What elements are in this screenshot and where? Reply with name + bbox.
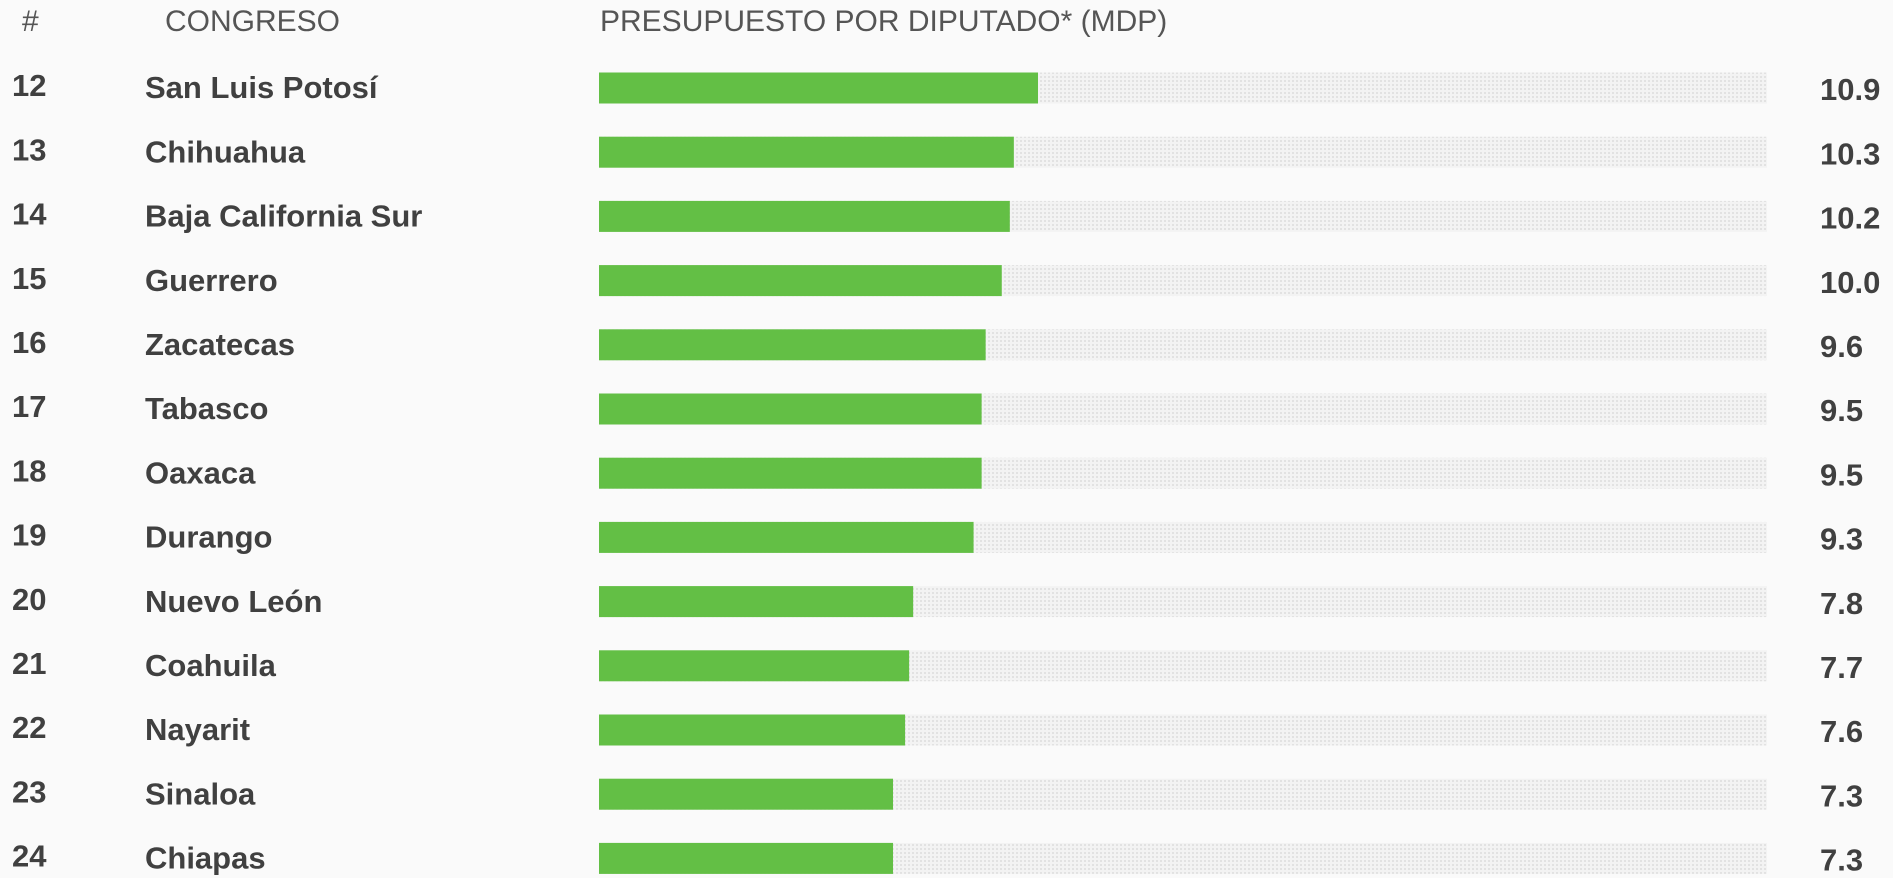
category-label: Guerrero	[145, 263, 278, 298]
rank: 21	[12, 646, 46, 681]
category-label: Durango	[145, 520, 272, 555]
rank: 13	[12, 132, 46, 167]
value-label: 10.9	[1820, 72, 1880, 107]
rank: 17	[12, 389, 46, 424]
rank: 23	[12, 774, 46, 809]
bar	[599, 842, 894, 874]
value-label: 7.3	[1820, 843, 1863, 878]
bar	[599, 778, 894, 810]
category-label: Oaxaca	[145, 455, 256, 490]
category-label: Nuevo León	[145, 584, 322, 619]
rank: 19	[12, 518, 46, 553]
value-label: 9.5	[1820, 457, 1863, 492]
rank: 22	[12, 710, 46, 745]
rank: 18	[12, 453, 46, 488]
rank: 15	[12, 261, 46, 296]
value-label: 7.8	[1820, 586, 1863, 621]
category-label: Nayarit	[145, 712, 250, 747]
category-label: Zacatecas	[145, 327, 295, 362]
bar	[599, 329, 986, 361]
category-label: Coahuila	[145, 648, 277, 683]
category-label: San Luis Potosí	[145, 70, 379, 105]
value-label: 7.7	[1820, 650, 1863, 685]
bar	[599, 457, 982, 489]
value-label: 7.3	[1820, 778, 1863, 813]
value-label: 7.6	[1820, 714, 1863, 749]
bar	[599, 200, 1010, 232]
bar	[599, 393, 982, 425]
bar	[599, 586, 914, 618]
value-label: 10.0	[1820, 265, 1880, 300]
bar	[599, 72, 1039, 104]
bar	[599, 650, 910, 682]
bar	[599, 714, 906, 746]
bar	[599, 521, 974, 553]
rank: 14	[12, 197, 47, 232]
rank-header: #	[22, 5, 39, 38]
value-label: 9.5	[1820, 393, 1863, 428]
bar	[599, 265, 1002, 297]
rank: 24	[12, 839, 47, 874]
value-label: 10.3	[1820, 136, 1880, 171]
category-label: Baja California Sur	[145, 199, 422, 234]
rank: 20	[12, 582, 46, 617]
rank: 16	[12, 325, 46, 360]
value-label: 9.3	[1820, 522, 1863, 557]
value-label: 9.6	[1820, 329, 1863, 364]
value-label: 10.2	[1820, 201, 1880, 236]
category-label: Chihuahua	[145, 134, 306, 169]
category-label: Sinaloa	[145, 776, 256, 811]
category-header: CONGRESO	[165, 5, 340, 38]
rank: 12	[12, 68, 46, 103]
category-label: Tabasco	[145, 391, 268, 426]
bar	[599, 136, 1014, 168]
chart-title: PRESUPUESTO POR DIPUTADO* (MDP)	[600, 5, 1167, 38]
category-label: Chiapas	[145, 841, 266, 876]
